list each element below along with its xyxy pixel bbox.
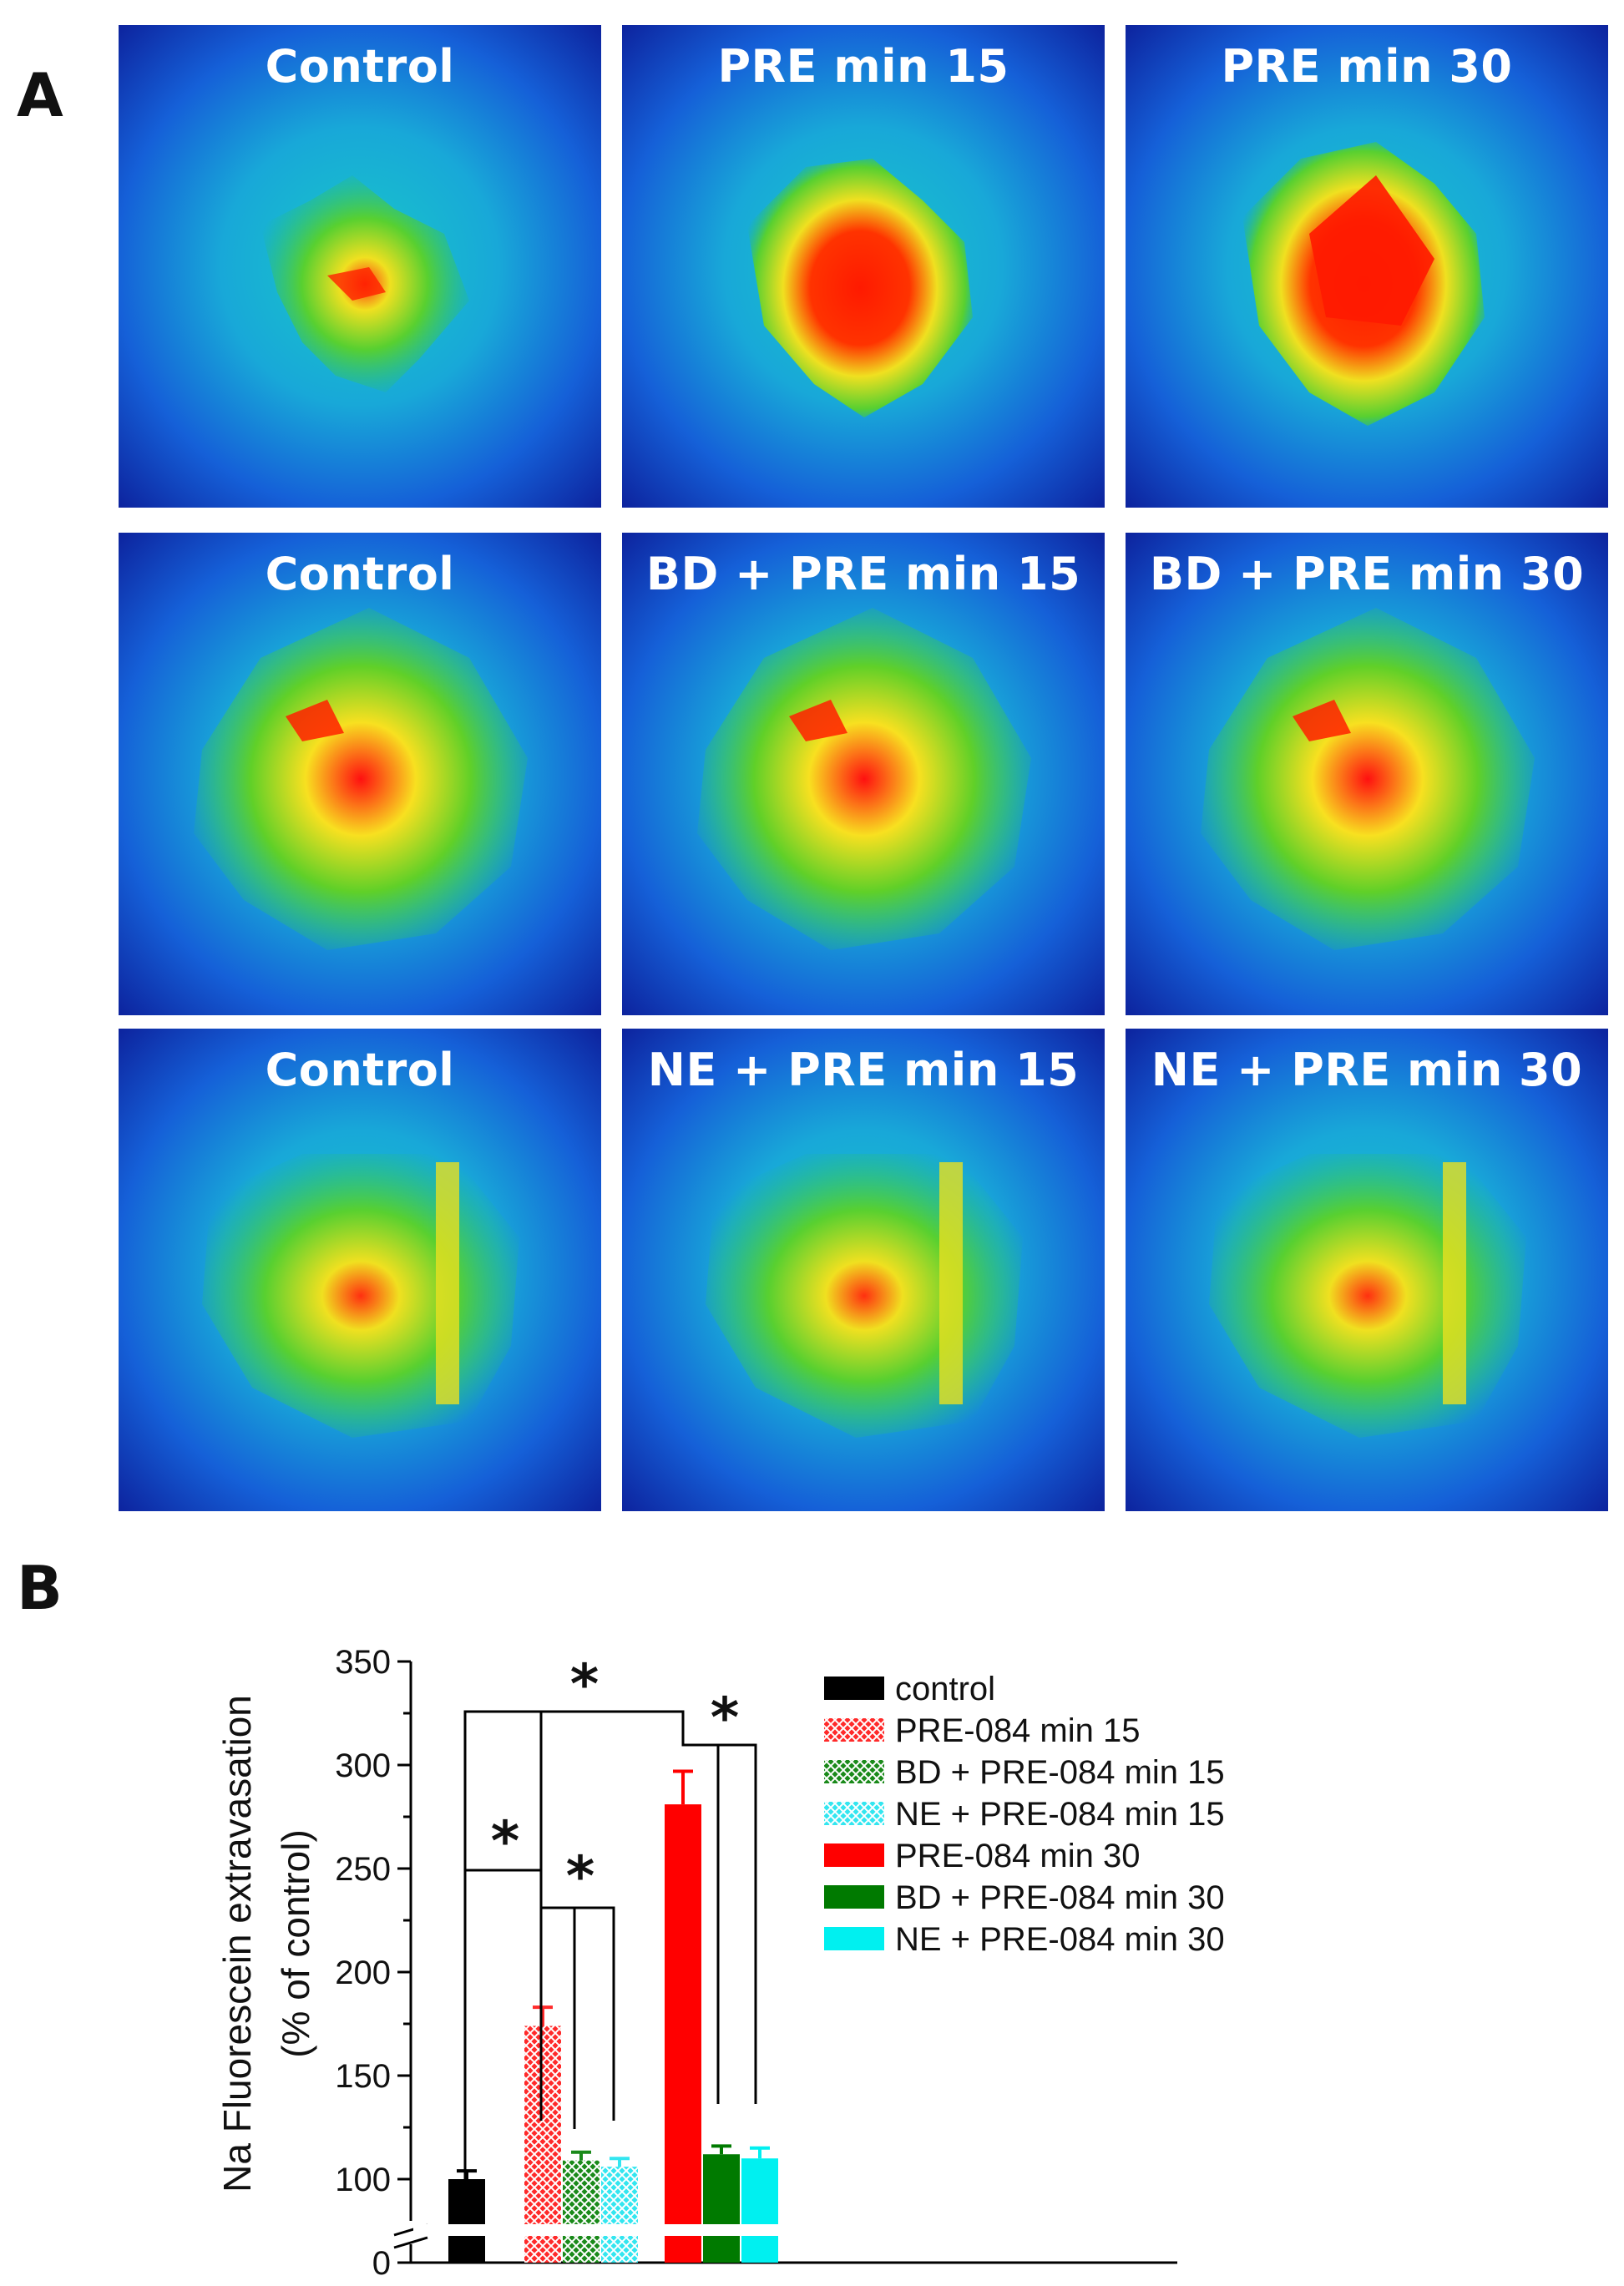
heatmap-image: BD + PRE min 15 — [622, 533, 1105, 1015]
bar — [665, 1804, 701, 2263]
legend-swatch — [824, 1718, 884, 1742]
legend-item: BD + PRE-084 min 30 — [824, 1879, 1225, 1916]
fluorescence-heatmap — [119, 533, 601, 1015]
significance-star-4: * — [711, 1686, 740, 1750]
image-label: Control — [265, 548, 455, 600]
image-label: NE + PRE min 15 — [647, 1044, 1080, 1096]
y-tick-label: 0 — [372, 2245, 391, 2282]
legend-label: BD + PRE-084 min 30 — [895, 1879, 1225, 1916]
bar — [741, 2158, 778, 2263]
bar — [601, 2167, 638, 2263]
fluorescence-heatmap — [622, 533, 1105, 1015]
panel-letter-b: B — [17, 1553, 63, 1623]
image-label: NE + PRE min 30 — [1151, 1044, 1583, 1096]
fluorescence-heatmap — [1126, 533, 1608, 1015]
image-label: PRE min 30 — [1221, 40, 1513, 93]
legend-label: NE + PRE-084 min 15 — [895, 1796, 1225, 1833]
legend: control PRE-084 min 15 BD + PRE-084 min … — [824, 1671, 1225, 1958]
legend-item: BD + PRE-084 min 15 — [824, 1754, 1225, 1791]
bar-chart: Na Fluorescein extravasation (% of contr… — [215, 1644, 1225, 2282]
y-tick-label: 100 — [335, 2162, 391, 2198]
legend-item: control — [824, 1671, 995, 1707]
significance-star-1: * — [570, 1652, 600, 1717]
image-label: Control — [265, 1044, 455, 1096]
image-label: PRE min 15 — [717, 40, 1009, 93]
heatmap-image: Control — [119, 1029, 601, 1511]
fluorescence-heatmap — [622, 1029, 1105, 1511]
y-axis-ticks: 0 100 150 200 250 300 350 — [335, 1644, 411, 2282]
fluorescence-heatmap — [622, 25, 1105, 508]
heatmap-image: BD + PRE min 30 — [1126, 533, 1608, 1015]
heatmap-image: Control — [119, 25, 601, 508]
y-tick-label: 250 — [335, 1851, 391, 1888]
y-axis-title: Na Fluorescein extravasation (% of contr… — [215, 1695, 317, 2192]
legend-label: BD + PRE-084 min 15 — [895, 1754, 1225, 1791]
legend-label: PRE-084 min 15 — [895, 1712, 1140, 1749]
bracket-pre15-vs-inhibitors — [539, 1712, 615, 2129]
heatmap-image: PRE min 15 — [622, 25, 1105, 508]
y-tick-label: 350 — [335, 1644, 391, 1681]
legend-swatch — [824, 1677, 884, 1700]
legend-label: control — [895, 1671, 995, 1707]
bracket-control-vs-pre — [463, 1710, 685, 2204]
significance-star-2: * — [491, 1809, 520, 1874]
y-tick-label: 300 — [335, 1747, 391, 1784]
y-axis-label-line1: Na Fluorescein extravasation — [215, 1695, 259, 2192]
fluorescence-heatmap — [119, 1029, 601, 1511]
legend-swatch — [824, 1843, 884, 1867]
bar — [524, 2026, 561, 2263]
significance-brackets — [463, 1710, 757, 2204]
heatmap-image: NE + PRE min 15 — [622, 1029, 1105, 1511]
bar — [448, 2179, 485, 2263]
fluorescence-heatmap — [1126, 25, 1608, 508]
legend-swatch — [824, 1885, 884, 1909]
heatmap-image: Control — [119, 533, 601, 1015]
y-tick-label: 150 — [335, 2058, 391, 2095]
image-label: BD + PRE min 30 — [1149, 548, 1585, 600]
legend-item: NE + PRE-084 min 15 — [824, 1796, 1225, 1833]
legend-swatch — [824, 1802, 884, 1825]
y-tick-label: 200 — [335, 1955, 391, 1991]
legend-item: NE + PRE-084 min 30 — [824, 1921, 1225, 1958]
fluorescence-heatmap — [1126, 1029, 1608, 1511]
heatmap-image: NE + PRE min 30 — [1126, 1029, 1608, 1511]
panel-letter-a: A — [17, 60, 63, 130]
bar — [563, 2160, 600, 2263]
legend-swatch — [824, 1760, 884, 1783]
legend-swatch — [824, 1927, 884, 1950]
legend-label: NE + PRE-084 min 30 — [895, 1921, 1225, 1958]
bars — [448, 1769, 778, 2263]
significance-star-3: * — [566, 1844, 595, 1909]
heatmap-image: PRE min 30 — [1126, 25, 1608, 508]
legend-item: PRE-084 min 30 — [824, 1838, 1140, 1874]
fluorescence-heatmap — [119, 25, 601, 508]
y-axis-label-line2: (% of control) — [274, 1829, 317, 2058]
legend-label: PRE-084 min 30 — [895, 1838, 1140, 1874]
axis-break-gap — [413, 2224, 831, 2236]
image-label: Control — [265, 40, 455, 93]
bar — [703, 2154, 740, 2263]
image-label: BD + PRE min 15 — [645, 548, 1081, 600]
bracket-pre30-vs-inhibitors — [681, 1737, 757, 2104]
legend-item: PRE-084 min 15 — [824, 1712, 1140, 1749]
